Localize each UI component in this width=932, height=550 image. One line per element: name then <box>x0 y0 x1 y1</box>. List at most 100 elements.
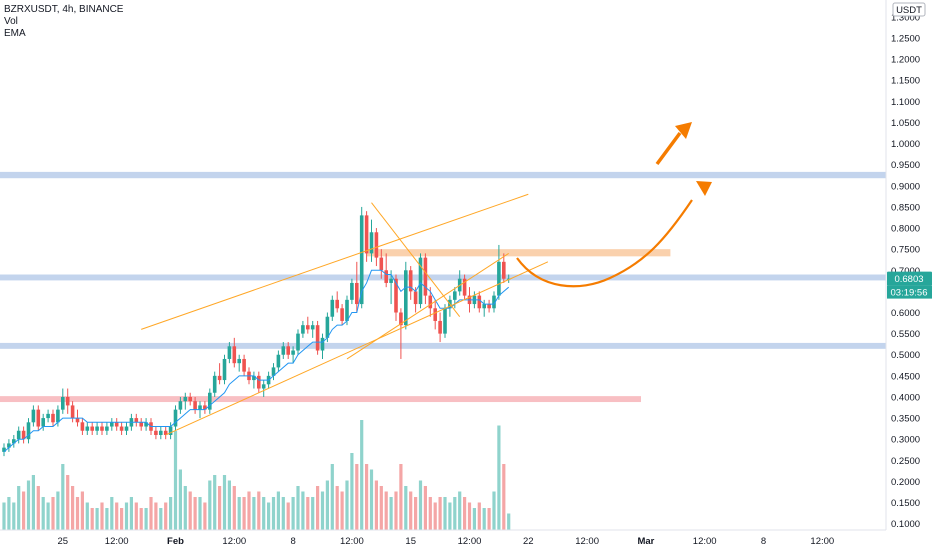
volume-bar <box>365 464 369 530</box>
candle-body <box>134 418 139 423</box>
price-tick-label: 0.4000 <box>891 392 920 403</box>
last-price-badge: 0.6803 03:19:56 <box>887 271 932 299</box>
volume-bar <box>389 497 393 530</box>
candle <box>203 401 207 414</box>
candle <box>242 354 246 376</box>
volume-bar <box>409 491 413 530</box>
candle-body <box>350 282 354 300</box>
time-tick-label: 12:00 <box>340 536 364 547</box>
price-tick-label: 0.4500 <box>891 371 920 382</box>
volume-bar <box>335 486 339 530</box>
candle-body <box>374 232 379 258</box>
candle-body <box>61 396 65 410</box>
candle-body <box>394 278 398 313</box>
volume-bar <box>120 508 124 530</box>
volume-bar <box>276 491 280 530</box>
candle-body <box>193 401 197 410</box>
candle <box>438 312 442 343</box>
volume-bar <box>467 502 472 530</box>
time-tick-label: 22 <box>523 536 534 547</box>
volume-bar <box>443 497 447 530</box>
candle-body <box>2 447 6 452</box>
volume-bar <box>247 491 251 530</box>
candle <box>423 253 428 305</box>
channel-lower <box>165 261 549 436</box>
candle <box>227 342 232 364</box>
volume-bar <box>463 497 467 530</box>
candle <box>408 266 413 300</box>
price-tick-label: 0.7500 <box>891 245 920 256</box>
candle-body <box>384 270 388 283</box>
candle-body <box>291 350 295 355</box>
volume-bar <box>183 486 187 530</box>
candle <box>16 426 21 444</box>
volume-bar <box>22 491 26 530</box>
volume-bar <box>95 508 99 530</box>
candle-body <box>188 396 192 402</box>
candle <box>124 422 129 435</box>
candle-body <box>389 278 393 283</box>
price-tick-label: 0.3500 <box>891 414 920 425</box>
candle-body <box>7 443 11 448</box>
price-axis[interactable]: 1.3000 1.2500 1.2000 1.1500 1.1000 1.0500 1.00… <box>885 0 920 530</box>
candle <box>384 253 388 288</box>
candle <box>173 405 178 431</box>
candle <box>212 371 217 397</box>
candle-body <box>355 282 359 305</box>
volume-bar <box>232 486 236 530</box>
candle-body <box>163 430 168 435</box>
price-tick-label: 0.8000 <box>891 224 920 235</box>
candle <box>70 401 75 423</box>
indicator-vol[interactable]: Vol <box>4 16 18 27</box>
candle-body <box>281 346 286 355</box>
candle <box>399 308 403 359</box>
candle <box>65 388 70 414</box>
candle-body <box>36 409 41 427</box>
candle-body <box>296 333 300 351</box>
candle <box>477 291 482 313</box>
candle <box>453 287 457 309</box>
volume-bar <box>267 502 271 530</box>
symbol-title[interactable]: BZRXUSDT, 4h, BINANCE <box>4 4 124 15</box>
candle <box>310 320 315 338</box>
candle <box>281 342 286 359</box>
candle <box>271 363 276 381</box>
candle <box>497 244 501 300</box>
candle <box>443 304 447 338</box>
price-tick-label: 1.2500 <box>891 34 920 45</box>
candle-body <box>144 422 148 427</box>
price-tick-label: 1.1000 <box>891 97 920 108</box>
indicator-ema[interactable]: EMA <box>4 28 26 39</box>
time-axis[interactable]: 25 12:00 Feb 12:00 8 12:00 15 12:00 22 12:00 Mar 12… <box>0 529 886 547</box>
volume-bar <box>369 469 374 530</box>
trendlines-layer <box>141 193 549 436</box>
candle <box>7 439 11 452</box>
volume-bar <box>423 486 427 530</box>
candle <box>355 261 359 313</box>
volume-bar <box>330 464 334 530</box>
candle <box>261 380 266 397</box>
candle <box>487 299 491 313</box>
candle-body <box>261 384 266 389</box>
time-tick-label: 25 <box>58 536 69 547</box>
candle-body <box>257 375 261 389</box>
candle-body <box>183 396 188 402</box>
candle-body <box>159 430 163 435</box>
candle-body <box>70 405 75 419</box>
candle-body <box>271 367 276 376</box>
candle-body <box>124 426 129 431</box>
volume-bar <box>291 497 295 530</box>
candle-body <box>212 375 217 393</box>
volume-bar <box>507 513 511 530</box>
volume-bar <box>41 497 45 530</box>
time-tick-label: 12:00 <box>693 536 717 547</box>
volume-bar <box>213 475 217 530</box>
candle <box>41 413 45 431</box>
candle-body <box>462 278 467 296</box>
candle <box>168 422 173 440</box>
time-tick-label: 8 <box>761 536 766 547</box>
candle <box>178 396 183 414</box>
candle <box>502 253 506 283</box>
volume-bar <box>173 431 178 530</box>
